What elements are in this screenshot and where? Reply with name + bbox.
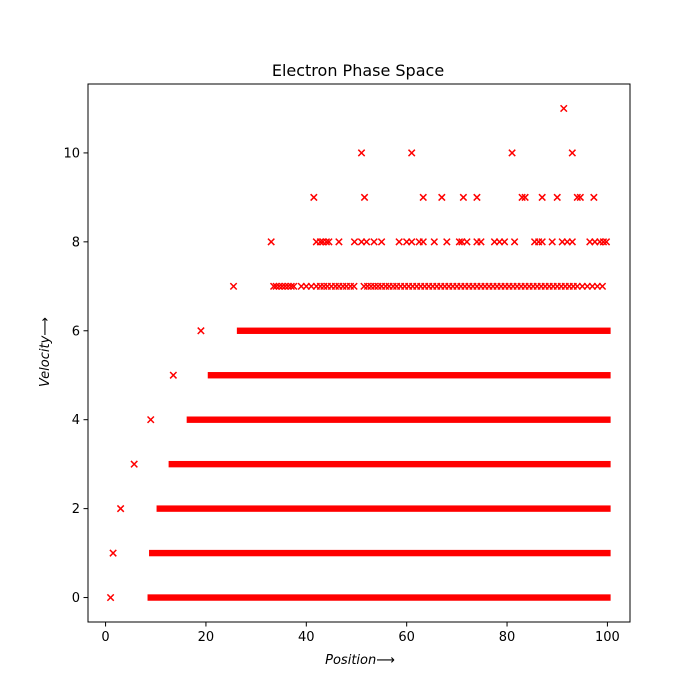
data-point: [576, 193, 585, 202]
data-point: [272, 282, 280, 291]
data-point: [370, 238, 378, 246]
data-point: [455, 238, 464, 246]
data-point: [553, 193, 561, 202]
x-axis-label: Position⟶: [325, 653, 395, 668]
velocity-band-3: [168, 460, 611, 468]
data-point: [362, 238, 371, 246]
data-point: [419, 238, 427, 246]
data-point: [395, 238, 403, 246]
data-point: [463, 238, 471, 246]
data-point: [500, 238, 509, 246]
velocity-band-6: [236, 327, 611, 334]
data-point: [459, 193, 468, 202]
data-point: [229, 282, 238, 291]
data-point: [316, 238, 325, 246]
data-point: [287, 282, 295, 291]
data-point: [109, 549, 117, 557]
data-point: [267, 238, 275, 246]
data-points: [106, 104, 611, 602]
data-point: [538, 193, 546, 202]
x-tick-label: 20: [198, 630, 215, 645]
y-axis-label: Velocity⟶: [38, 317, 53, 387]
data-point: [197, 327, 205, 335]
data-point: [147, 415, 155, 424]
velocity-band-5: [207, 372, 611, 379]
data-point: [281, 282, 289, 291]
x-tick-label: 60: [398, 630, 415, 645]
data-point: [116, 504, 125, 513]
data-point: [430, 238, 439, 246]
data-point: [510, 238, 519, 246]
data-point: [169, 371, 178, 379]
data-point: [508, 149, 516, 157]
x-tick-label: 0: [101, 630, 109, 645]
data-point: [335, 238, 343, 246]
data-point: [599, 238, 608, 246]
y-tick-label: 8: [72, 235, 80, 250]
data-point: [357, 149, 366, 157]
data-point: [278, 282, 286, 291]
data-point: [130, 460, 138, 468]
data-point: [568, 149, 577, 157]
data-point: [590, 193, 598, 202]
data-point: [602, 238, 611, 246]
velocity-bands: [147, 327, 611, 601]
data-point: [269, 282, 278, 291]
data-point: [325, 238, 333, 246]
data-point: [350, 238, 359, 246]
data-point: [310, 193, 318, 202]
y-tick-label: 10: [63, 146, 80, 161]
data-point: [598, 282, 607, 291]
data-point: [538, 238, 546, 246]
data-point: [521, 193, 529, 202]
velocity-band-1: [149, 549, 611, 557]
data-point: [284, 282, 292, 291]
data-point: [443, 238, 451, 246]
x-tick-label: 80: [499, 630, 516, 645]
data-point: [568, 238, 577, 246]
data-point: [377, 238, 386, 246]
data-point: [350, 282, 358, 291]
data-point: [360, 193, 369, 202]
y-tick-label: 0: [72, 591, 80, 606]
data-point: [419, 193, 427, 202]
y-tick-label: 4: [72, 413, 80, 428]
data-point: [518, 193, 526, 202]
y-tick-label: 2: [72, 502, 80, 517]
data-point: [106, 593, 115, 602]
data-point: [473, 193, 481, 202]
chart-title: Electron Phase Space: [272, 61, 444, 80]
data-point: [322, 238, 331, 246]
data-point: [548, 238, 556, 246]
data-point: [573, 193, 582, 202]
data-point: [407, 238, 416, 246]
x-tick-label: 40: [298, 630, 315, 645]
plot-frame: [87, 83, 631, 623]
data-point: [407, 149, 416, 157]
x-tick-label: 100: [595, 630, 620, 645]
y-axis-ticks: 0 2 4 6 8 10: [63, 146, 88, 606]
data-point: [560, 104, 568, 113]
data-point: [477, 238, 485, 246]
data-point: [290, 282, 298, 291]
velocity-band-4: [186, 416, 611, 423]
data-point: [275, 282, 283, 291]
velocity-band-2: [156, 505, 611, 512]
x-axis-ticks: 0 20 40 60 80 100: [101, 622, 620, 645]
data-point: [438, 193, 446, 202]
y-tick-label: 6: [72, 324, 80, 339]
velocity-band-0: [147, 594, 611, 601]
